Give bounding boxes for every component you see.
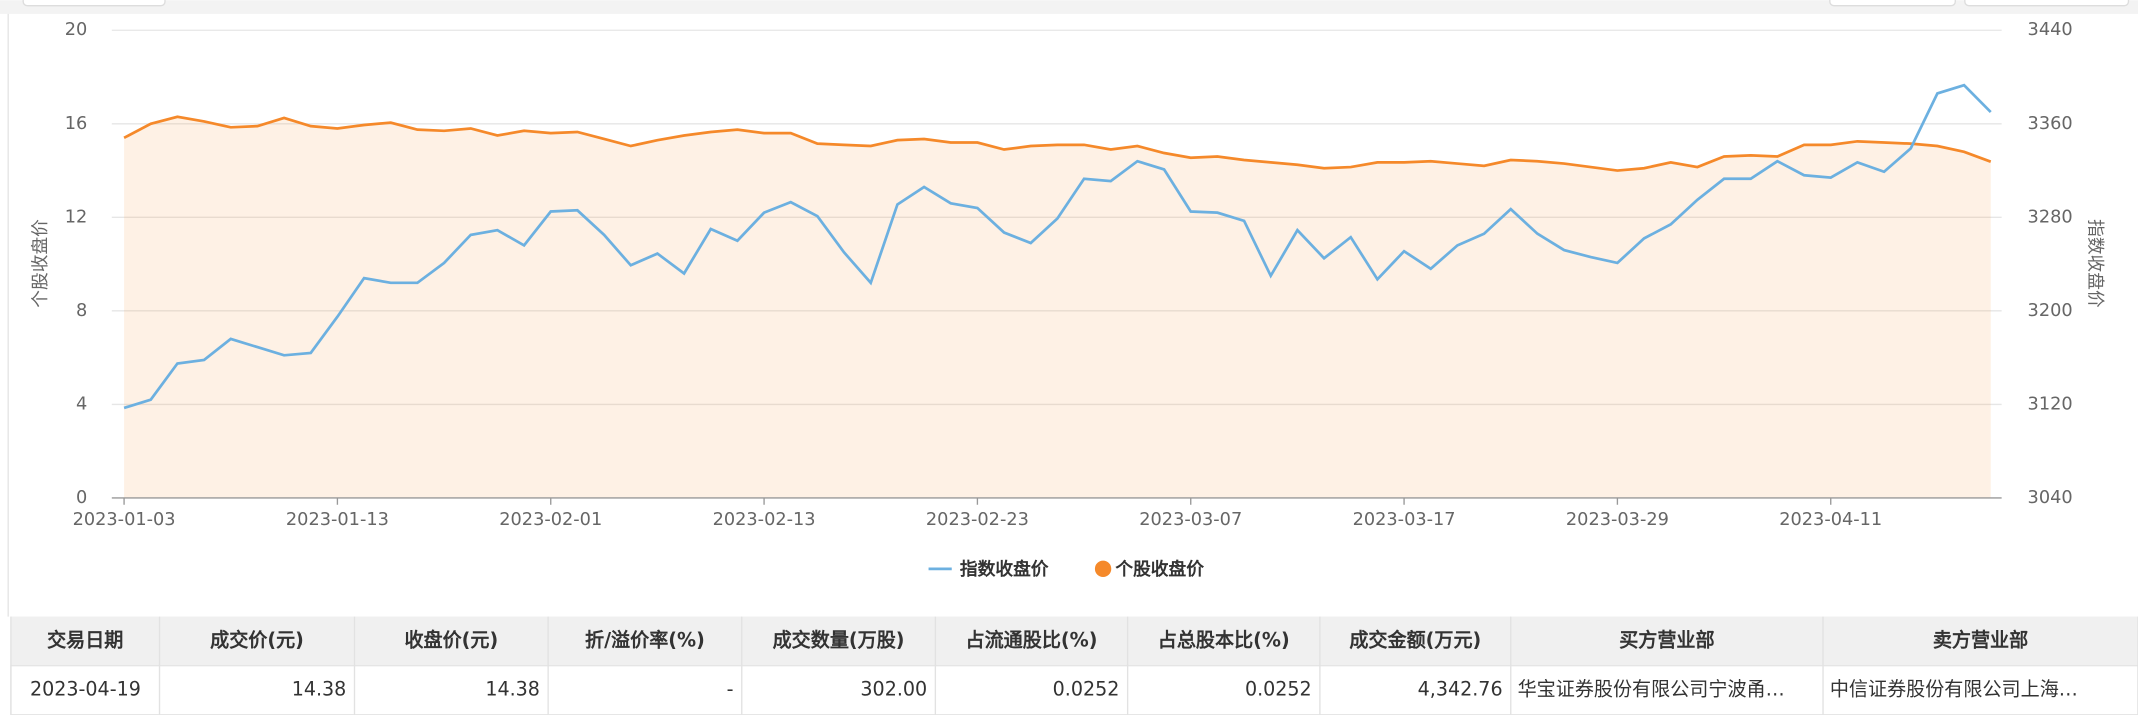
y2-tick-label: 3120 bbox=[2028, 394, 2073, 414]
y2-tick-label: 3440 bbox=[2028, 20, 2073, 40]
cell: 302.00 bbox=[860, 679, 927, 701]
column-header: 占流通股比(%) bbox=[966, 629, 1098, 652]
x-tick-label: 2023-03-29 bbox=[1566, 510, 1669, 530]
row bbox=[10, 664, 2138, 715]
column-header: 交易日期 bbox=[47, 629, 123, 652]
legend: 指数收盘价 个股收盘价 bbox=[928, 558, 1204, 580]
y-tick-label: 20 bbox=[65, 20, 88, 40]
cell: 0.0252 bbox=[1245, 679, 1312, 701]
top-bar bbox=[0, 0, 2138, 14]
y2-axis-title: 指数收盘价 bbox=[2084, 219, 2105, 308]
cell: 14.38 bbox=[485, 679, 540, 701]
x-tick-label: 2023-03-07 bbox=[1139, 510, 1242, 530]
y-tick-label: 12 bbox=[65, 207, 88, 227]
y2-tick-label: 3040 bbox=[2028, 488, 2073, 508]
x-tick-label: 2023-02-23 bbox=[926, 510, 1029, 530]
column-header: 卖方营业部 bbox=[1933, 629, 2028, 652]
x-tick-label: 2023-01-13 bbox=[286, 510, 389, 530]
legend-label: 个股收盘价 bbox=[1114, 558, 1204, 580]
x-tick-label: 2023-04-11 bbox=[1779, 510, 1882, 530]
button[interactable] bbox=[1964, 0, 2130, 7]
button[interactable] bbox=[1829, 0, 1956, 7]
x-tick-label: 2023-02-13 bbox=[713, 510, 816, 530]
line bbox=[123, 83, 1992, 410]
cell: 2023-04-19 bbox=[30, 679, 141, 701]
y-tick-label: 0 bbox=[76, 488, 87, 508]
y-tick-label: 16 bbox=[65, 114, 88, 134]
cell: 14.38 bbox=[292, 679, 347, 701]
column-header: 折/溢价率(%) bbox=[585, 629, 705, 652]
y-tick-label: 4 bbox=[76, 394, 87, 414]
column-header: 收盘价(元) bbox=[404, 629, 498, 652]
column-header: 占总股本比(%) bbox=[1158, 629, 1290, 652]
cell: 中信证券股份有限公司上海… bbox=[1830, 679, 2078, 701]
y-axis-title: 个股收盘价 bbox=[30, 219, 51, 308]
y2-tick-label: 3280 bbox=[2028, 207, 2073, 227]
legend-label: 指数收盘价 bbox=[960, 558, 1049, 580]
x-tick-label: 2023-03-17 bbox=[1353, 510, 1456, 530]
y2-tick-label: 3360 bbox=[2028, 114, 2073, 134]
y-tick-label: 8 bbox=[76, 301, 87, 321]
plot: 0 4 8 12 16 20 3040 3120 3200 3280 3360 3440 2023-01… bbox=[65, 20, 2073, 530]
line bbox=[123, 115, 1992, 172]
cell: - bbox=[727, 679, 734, 701]
cell: 华宝证券股份有限公司宁波甬… bbox=[1518, 679, 1785, 701]
cell: 4,342.76 bbox=[1418, 679, 1503, 701]
column-header: 成交金额(万元) bbox=[1349, 629, 1481, 652]
button[interactable] bbox=[22, 0, 166, 7]
table: 交易日期 成交价(元) 收盘价(元) 折/溢价率(%) 成交数量(万股) 占流通股比(%)… bbox=[10, 616, 2138, 715]
cell: 0.0252 bbox=[1053, 679, 1120, 701]
x-tick-label: 2023-02-01 bbox=[499, 510, 602, 530]
header-row bbox=[10, 616, 2138, 666]
column-header: 成交价(元) bbox=[210, 629, 304, 652]
column-header: 买方营业部 bbox=[1619, 629, 1714, 652]
area bbox=[124, 116, 1991, 498]
column-header: 成交数量(万股) bbox=[773, 629, 905, 652]
y2-tick-label: 3200 bbox=[2028, 301, 2073, 321]
legend-marker bbox=[1094, 560, 1112, 578]
x-tick-label: 2023-01-03 bbox=[73, 510, 176, 530]
